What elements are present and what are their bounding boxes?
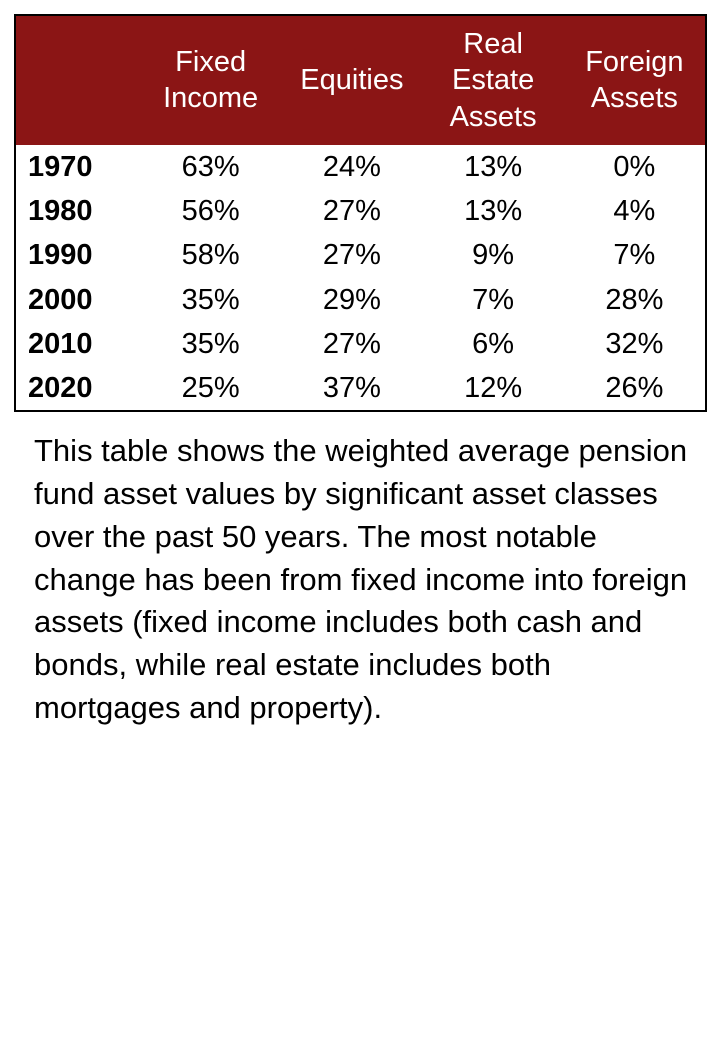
cell-real-estate: 12% — [422, 366, 563, 410]
cell-equities: 27% — [281, 322, 422, 366]
cell-real-estate: 7% — [422, 278, 563, 322]
cell-year: 2010 — [16, 322, 140, 366]
cell-equities: 37% — [281, 366, 422, 410]
table-row: 1980 56% 27% 13% 4% — [16, 189, 705, 233]
cell-real-estate: 9% — [422, 233, 563, 277]
col-fixed-income-l2: Income — [163, 82, 258, 114]
cell-equities: 27% — [281, 189, 422, 233]
cell-equities: 29% — [281, 278, 422, 322]
table-row: 1970 63% 24% 13% 0% — [16, 145, 705, 189]
cell-year: 2020 — [16, 366, 140, 410]
cell-real-estate: 13% — [422, 189, 563, 233]
table-caption: This table shows the weighted av­erage p… — [14, 412, 707, 737]
cell-real-estate: 6% — [422, 322, 563, 366]
cell-fixed-income: 35% — [140, 322, 281, 366]
cell-equities: 27% — [281, 233, 422, 277]
cell-foreign: 28% — [564, 278, 705, 322]
asset-allocation-table: Fixed Income Equities Real Estate Assets… — [16, 16, 705, 410]
col-foreign: Foreign Assets — [564, 16, 705, 145]
cell-fixed-income: 58% — [140, 233, 281, 277]
cell-real-estate: 13% — [422, 145, 563, 189]
table-body: 1970 63% 24% 13% 0% 1980 56% 27% 13% 4% … — [16, 145, 705, 411]
header-row: Fixed Income Equities Real Estate Assets… — [16, 16, 705, 145]
table-row: 1990 58% 27% 9% 7% — [16, 233, 705, 277]
cell-foreign: 7% — [564, 233, 705, 277]
cell-fixed-income: 63% — [140, 145, 281, 189]
cell-fixed-income: 25% — [140, 366, 281, 410]
col-fixed-income-l1: Fixed — [175, 46, 246, 78]
cell-fixed-income: 56% — [140, 189, 281, 233]
table-row: 2010 35% 27% 6% 32% — [16, 322, 705, 366]
col-foreign-l2: Assets — [591, 82, 678, 114]
cell-year: 2000 — [16, 278, 140, 322]
cell-year: 1970 — [16, 145, 140, 189]
cell-year: 1990 — [16, 233, 140, 277]
cell-foreign: 32% — [564, 322, 705, 366]
col-real-estate-l3: Assets — [450, 101, 537, 133]
cell-year: 1980 — [16, 189, 140, 233]
cell-fixed-income: 35% — [140, 278, 281, 322]
col-foreign-l1: Foreign — [585, 46, 683, 78]
col-real-estate-l2: Estate — [452, 64, 534, 96]
cell-foreign: 4% — [564, 189, 705, 233]
cell-foreign: 0% — [564, 145, 705, 189]
cell-equities: 24% — [281, 145, 422, 189]
table-header: Fixed Income Equities Real Estate Assets… — [16, 16, 705, 145]
asset-allocation-table-container: Fixed Income Equities Real Estate Assets… — [14, 14, 707, 412]
table-row: 2020 25% 37% 12% 26% — [16, 366, 705, 410]
table-row: 2000 35% 29% 7% 28% — [16, 278, 705, 322]
col-real-estate: Real Estate Assets — [422, 16, 563, 145]
col-real-estate-l1: Real — [463, 28, 523, 60]
col-equities: Equities — [281, 16, 422, 145]
cell-foreign: 26% — [564, 366, 705, 410]
col-fixed-income: Fixed Income — [140, 16, 281, 145]
col-year — [16, 16, 140, 145]
